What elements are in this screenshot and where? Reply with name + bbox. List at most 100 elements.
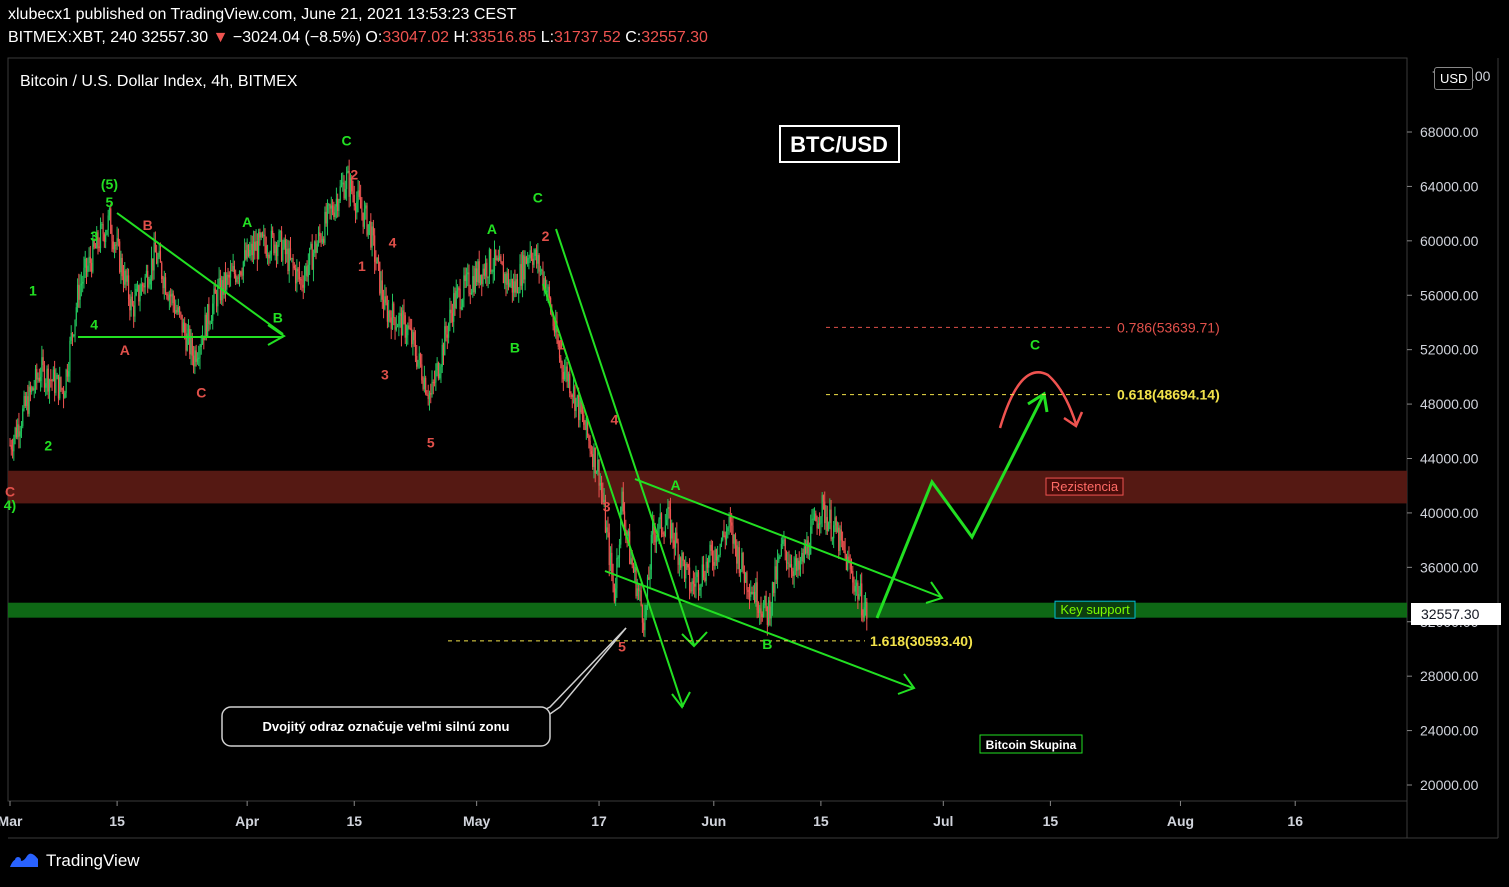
candle-body [237, 277, 239, 279]
candle-body [428, 393, 431, 400]
candle-body [50, 379, 52, 381]
candle-body [328, 204, 330, 206]
candle-body [486, 262, 488, 278]
candle-body [760, 608, 762, 614]
candle-body [465, 274, 468, 282]
candle-body [84, 258, 86, 268]
candle-body [38, 377, 40, 382]
candle-body [586, 417, 589, 436]
candle-body [839, 529, 841, 551]
candle-body [686, 563, 688, 565]
candle-body [407, 325, 409, 336]
low-label: L: [540, 29, 555, 46]
candle-body [668, 506, 670, 509]
wave-label: C [1030, 337, 1040, 353]
candle-body [223, 272, 225, 295]
candle-body [640, 590, 642, 606]
close-label: C: [625, 29, 642, 46]
candle-body [22, 408, 24, 427]
candle-body [782, 540, 784, 544]
chart-title: Bitcoin / U.S. Dollar Index, 4h, BITMEX [20, 73, 298, 90]
candle-body [565, 366, 567, 372]
currency-button[interactable]: USD [1434, 67, 1474, 90]
candle-body [74, 319, 76, 335]
candle-body [70, 332, 72, 341]
candle-body [864, 602, 867, 608]
candle-body [42, 357, 44, 365]
candle-body [506, 273, 508, 285]
candle-body [613, 583, 615, 602]
candle-body [652, 522, 654, 535]
candle-body [569, 373, 571, 394]
candle-body [593, 447, 595, 468]
candle-body [154, 242, 156, 253]
candle-body [462, 299, 464, 307]
candle-body [295, 268, 297, 284]
candle-body [496, 257, 498, 260]
wave-label: 1 [29, 282, 37, 298]
candle-body [303, 275, 306, 288]
candle-body [646, 577, 649, 606]
candle-body [827, 522, 830, 532]
candle-body [790, 564, 793, 572]
candle-body [499, 256, 501, 261]
candle-body [520, 264, 522, 286]
y-tick-label: 20000.00 [1420, 777, 1479, 793]
x-tick-label: Jul [933, 813, 953, 829]
candle-body [692, 581, 694, 584]
fib-level-label: 0.618(48694.14) [1117, 387, 1220, 403]
candle-body [822, 495, 825, 502]
candle-body [566, 366, 568, 382]
x-tick-label: Aug [1167, 813, 1194, 829]
candle-body [535, 249, 538, 264]
candle-body [856, 582, 858, 586]
candle-body [362, 212, 364, 227]
wave-label: (5) [101, 176, 118, 192]
candle-body [599, 482, 601, 486]
tradingview-logo[interactable]: TradingView [8, 851, 140, 871]
candle-body [653, 522, 655, 534]
candle-body [585, 417, 587, 430]
candle-body [863, 607, 865, 618]
candle-body [738, 547, 740, 574]
candle-body [691, 581, 693, 592]
candle-body [788, 562, 790, 568]
candle-body [748, 592, 751, 597]
tradingview-logo-icon [10, 853, 38, 867]
candle-body [231, 270, 233, 272]
candle-body [435, 370, 437, 383]
candle-body [66, 369, 68, 377]
candle-body [307, 264, 309, 277]
candle-body [674, 532, 677, 548]
candle-body [609, 552, 612, 566]
candle-body [708, 556, 710, 568]
candle-body [158, 251, 160, 258]
candle-body [497, 257, 499, 261]
candle-body [301, 279, 303, 285]
candle-body [720, 540, 723, 544]
candle-body [172, 293, 174, 304]
last-price-tag: 32557.30 [1411, 603, 1501, 625]
candle-body [682, 552, 684, 561]
candle-body [724, 535, 726, 540]
candle-body [150, 258, 153, 279]
candle-body [148, 284, 150, 288]
candle-body [739, 569, 742, 574]
candle-body [125, 270, 127, 282]
candle-body [493, 249, 496, 270]
candle-body [769, 600, 771, 619]
candle-body [101, 224, 103, 226]
candle-body [595, 471, 598, 474]
candle-body [533, 256, 535, 265]
candle-body [255, 241, 257, 251]
candle-body [79, 285, 81, 300]
candle-body [335, 198, 337, 207]
chart-plot-area[interactable] [7, 57, 1408, 802]
candle-body [127, 275, 130, 300]
candle-body [105, 234, 107, 242]
candle-body [31, 387, 33, 392]
candle-body [519, 264, 521, 293]
candle-body [490, 249, 492, 272]
candle-body [283, 239, 285, 248]
